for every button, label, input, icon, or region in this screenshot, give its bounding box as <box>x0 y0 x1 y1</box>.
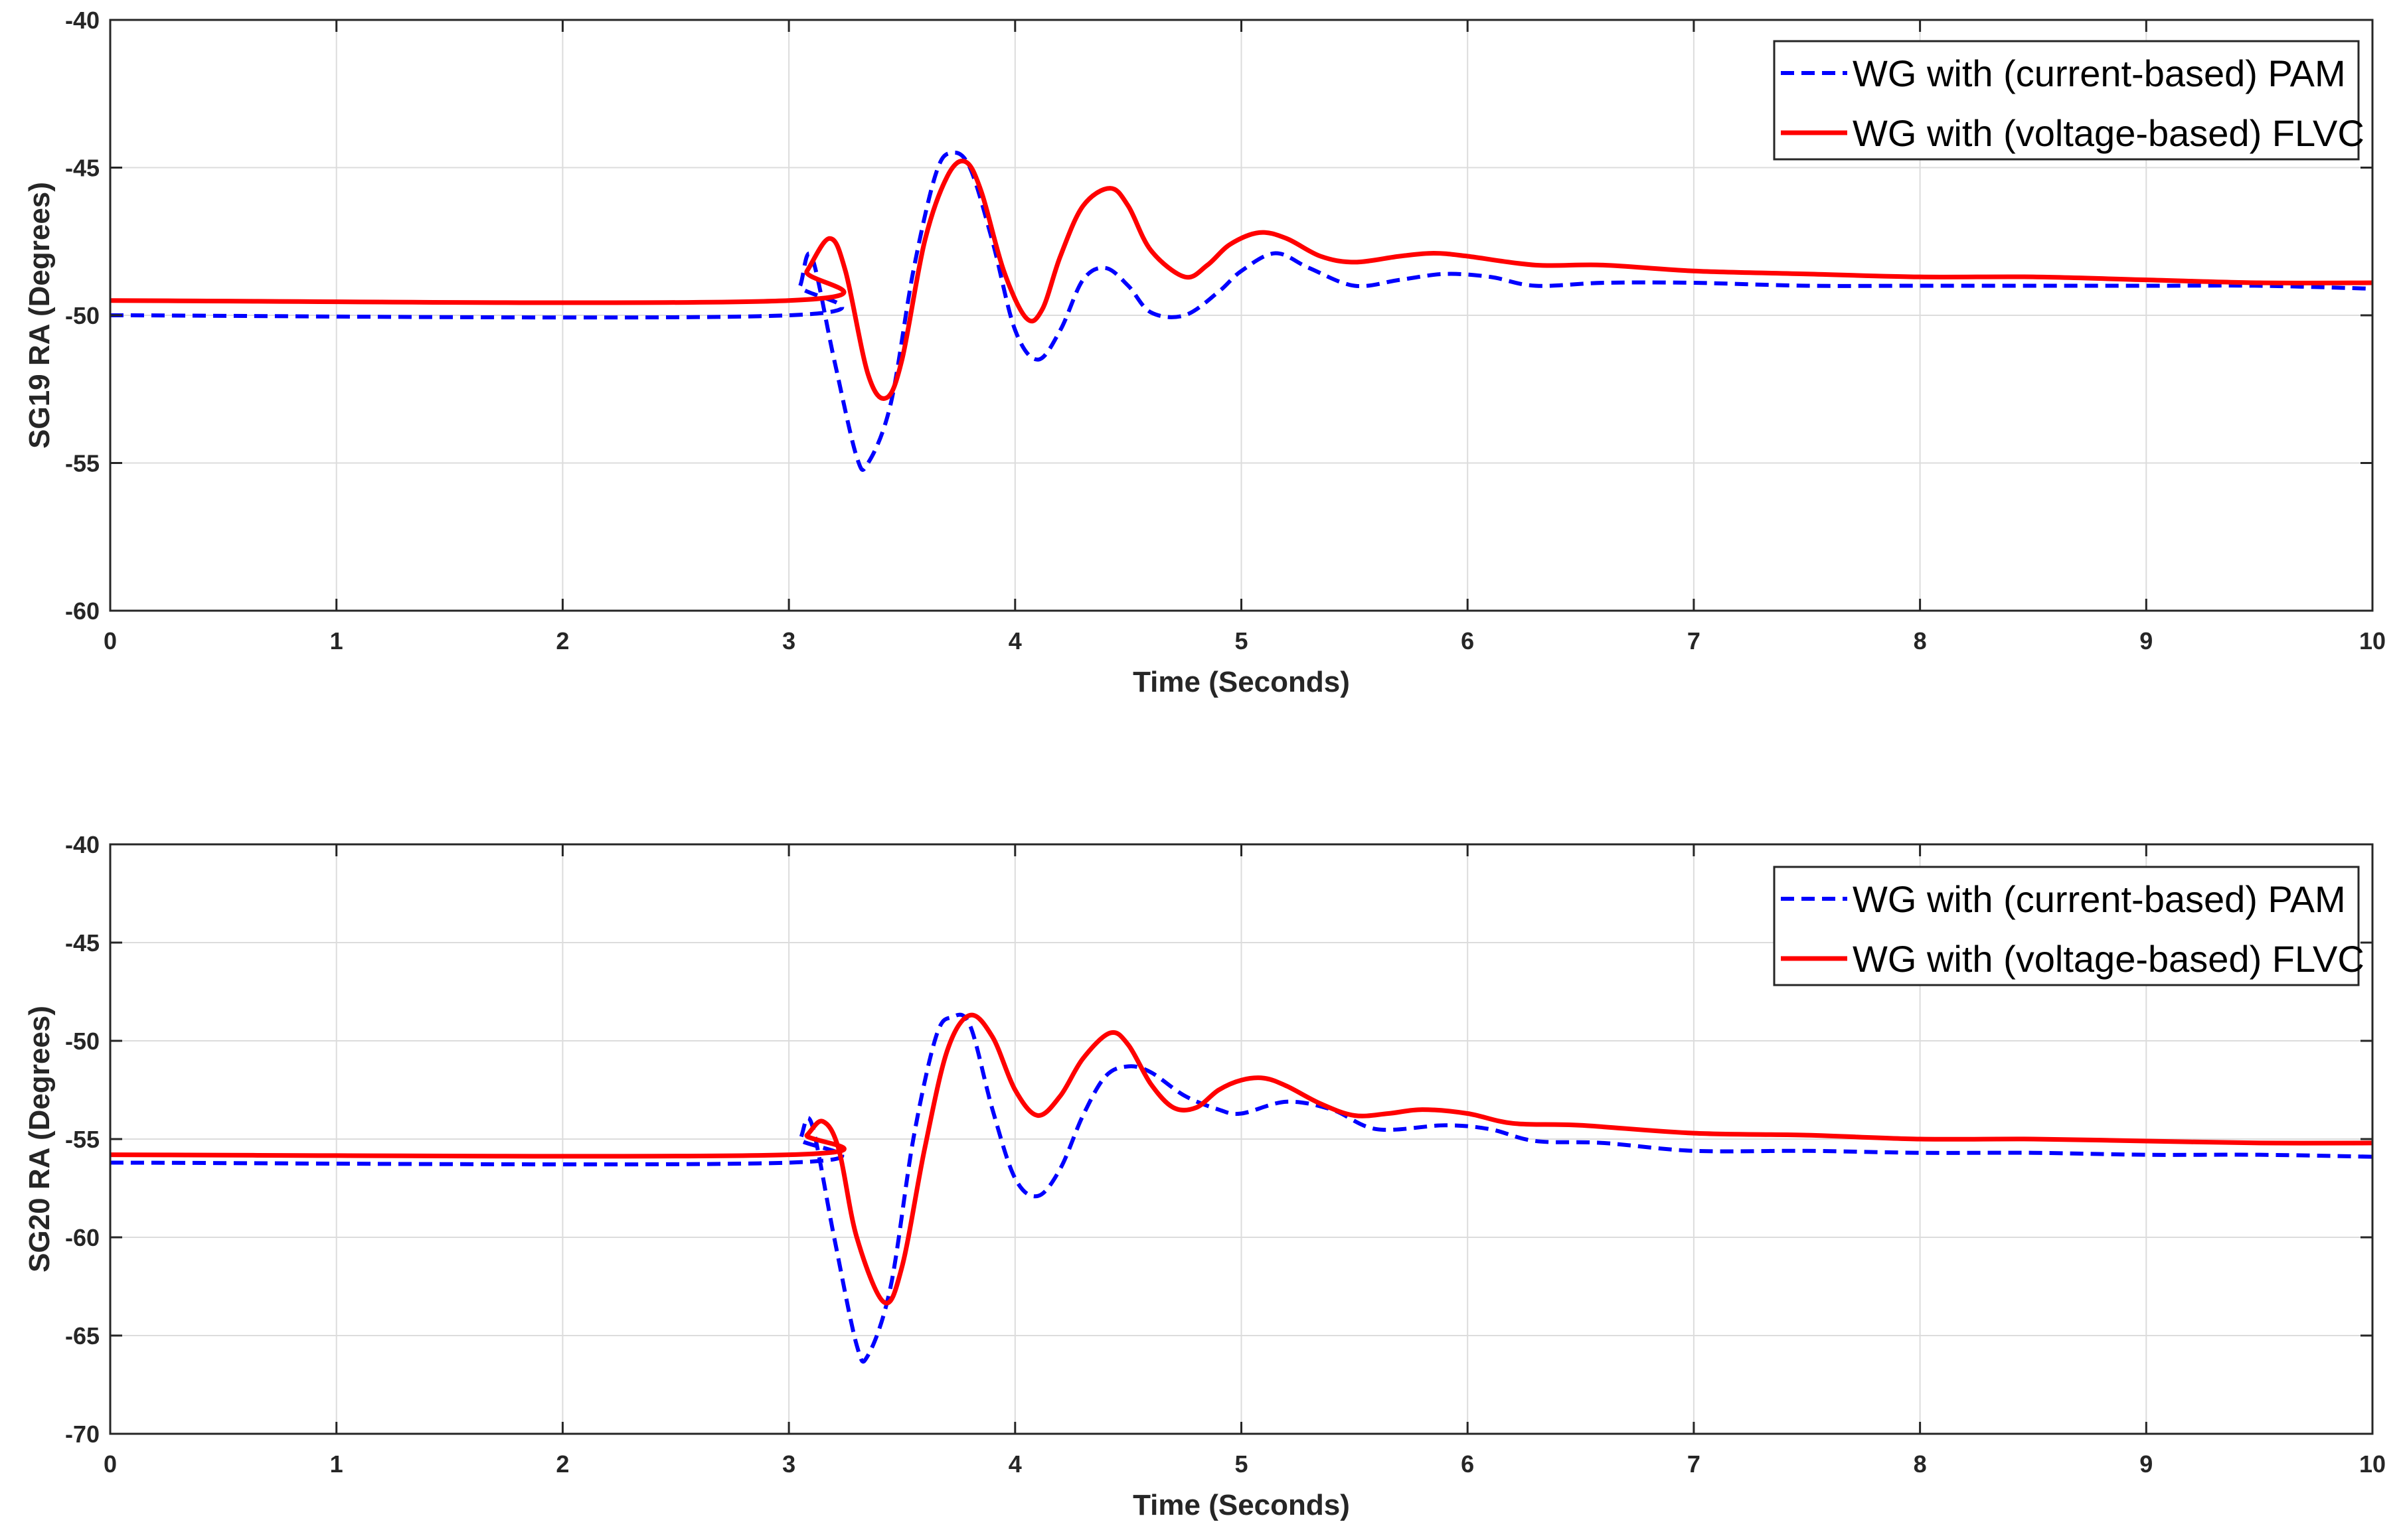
y-tick-label: -45 <box>65 929 100 957</box>
legend-box <box>1773 40 2360 161</box>
x-tick-label: 0 <box>104 1450 117 1478</box>
series-line-pam <box>110 1012 2372 1364</box>
x-tick-label: 4 <box>1009 627 1022 654</box>
x-tick-label: 7 <box>1687 627 1700 654</box>
x-tick-label: 0 <box>104 627 117 654</box>
y-tick-label: -40 <box>65 831 100 858</box>
y-tick-label: -50 <box>65 1028 100 1055</box>
legend-box <box>1773 866 2360 986</box>
x-tick-label: 10 <box>2359 1450 2386 1478</box>
chart-sg19: 0 1 2 3 4 5 6 7 8 9 10 -60 -55 -50 -45 -40 Time (Seconds… <box>23 7 2386 698</box>
legend-label: WG with (current-based) PAM <box>1853 878 2346 920</box>
x-tick-label: 8 <box>1914 627 1927 654</box>
x-tick-label: 1 <box>330 1450 343 1478</box>
legend-label: WG with (voltage-based) FLVC <box>1853 938 2364 980</box>
y-tick-label: -55 <box>65 1126 100 1153</box>
series-line-flvc <box>110 1012 2372 1306</box>
x-tick-label: 7 <box>1687 1450 1700 1478</box>
x-tick-label: 9 <box>2139 627 2153 654</box>
x-tick-label: 10 <box>2359 627 2386 654</box>
x-tick-label: 6 <box>1461 1450 1474 1478</box>
legend-label: WG with (current-based) PAM <box>1853 52 2346 94</box>
series-line-flvc <box>110 159 2372 401</box>
legend-label: WG with (voltage-based) FLVC <box>1853 112 2364 154</box>
x-tick-label: 3 <box>782 627 795 654</box>
y-tick-label: -65 <box>65 1322 100 1349</box>
x-tick-label: 1 <box>330 627 343 654</box>
y-tick-label: -60 <box>65 597 100 625</box>
y-tick-label: -50 <box>65 302 100 329</box>
y-tick-label: -55 <box>65 450 100 477</box>
x-tick-label: 3 <box>782 1450 795 1478</box>
x-tick-label: 5 <box>1234 627 1248 654</box>
x-tick-label: 5 <box>1234 1450 1248 1478</box>
y-tick-label: -70 <box>65 1421 100 1448</box>
x-axis-label: Time (Seconds) <box>1133 1489 1350 1521</box>
x-tick-label: 2 <box>556 627 569 654</box>
y-tick-label: -40 <box>65 7 100 34</box>
y-tick-label: -60 <box>65 1224 100 1251</box>
x-tick-label: 6 <box>1461 627 1474 654</box>
legend: WG with (current-based) PAM WG with (volt… <box>1773 866 2364 986</box>
series-line-pam <box>110 150 2372 472</box>
chart-sg20: 0 1 2 3 4 5 6 7 8 9 10 -70 -65 -60 -55 -50 -45 -40 Time (S… <box>23 831 2386 1521</box>
y-tick-label: -45 <box>65 155 100 182</box>
x-tick-label: 4 <box>1009 1450 1022 1478</box>
y-axis-label: SG20 RA (Degrees) <box>23 1006 56 1272</box>
x-tick-label: 8 <box>1914 1450 1927 1478</box>
y-axis-label: SG19 RA (Degrees) <box>23 182 56 449</box>
x-axis-label: Time (Seconds) <box>1133 666 1350 698</box>
x-tick-label: 2 <box>556 1450 569 1478</box>
legend: WG with (current-based) PAM WG with (volt… <box>1773 40 2364 161</box>
x-tick-label: 9 <box>2139 1450 2153 1478</box>
